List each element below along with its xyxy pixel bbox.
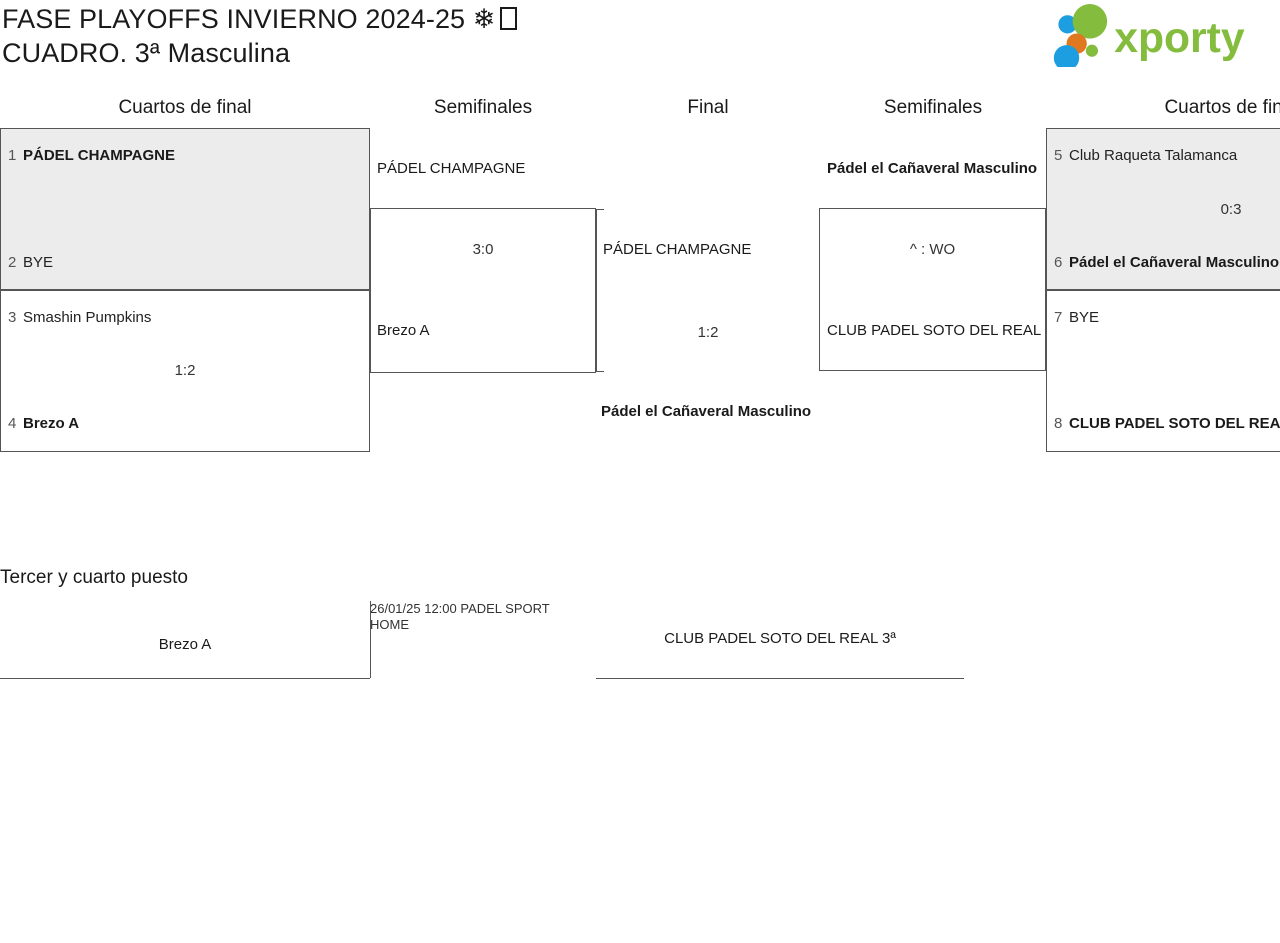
svg-text:xporty: xporty	[1114, 14, 1245, 62]
